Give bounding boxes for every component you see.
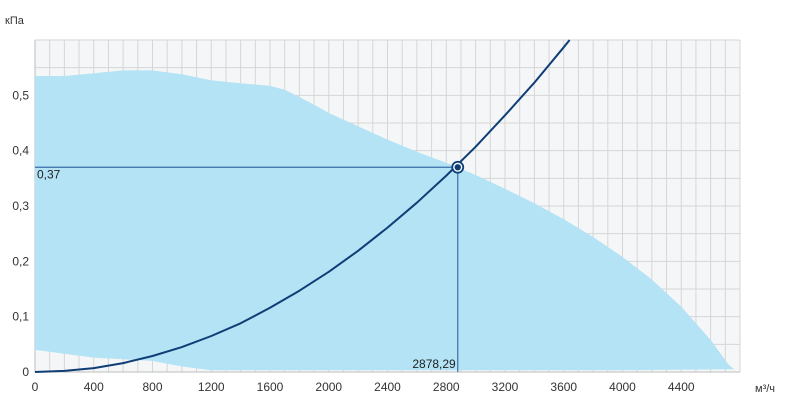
operating-point-guides bbox=[35, 166, 459, 372]
x-tick-label: 1200 bbox=[198, 380, 225, 394]
x-tick-label: 2400 bbox=[374, 380, 401, 394]
x-tick-label: 400 bbox=[84, 380, 104, 394]
operating-point-y-label: 0,37 bbox=[37, 167, 61, 181]
x-axis-ticks: 0 400 800 1200 1600 2000 2400 2800 3200 3600 4000 4… bbox=[32, 380, 695, 394]
x-tick-label: 4000 bbox=[609, 380, 636, 394]
system-curve bbox=[34, 39, 571, 373]
y-tick-label: 0,2 bbox=[12, 254, 29, 268]
y-axis-ticks: 0 0,1 0,2 0,3 0,4 0,5 bbox=[12, 88, 29, 379]
operating-point-marker bbox=[454, 164, 461, 171]
x-axis-unit-label: м³/ч bbox=[755, 383, 775, 395]
operating-point-group bbox=[451, 160, 465, 174]
x-tick-label: 2800 bbox=[433, 380, 460, 394]
x-tick-label: 3600 bbox=[550, 380, 577, 394]
y-tick-label: 0,5 bbox=[12, 88, 29, 102]
operating-region bbox=[35, 70, 735, 371]
y-tick-label: 0,3 bbox=[12, 199, 29, 213]
y-tick-label: 0 bbox=[22, 365, 29, 379]
y-axis-unit-label: кПа bbox=[5, 15, 25, 27]
x-tick-label: 800 bbox=[142, 380, 162, 394]
y-tick-label: 0,4 bbox=[12, 144, 29, 158]
x-tick-label: 0 bbox=[32, 380, 39, 394]
y-tick-label: 0,1 bbox=[12, 310, 29, 324]
x-tick-label: 2000 bbox=[315, 380, 342, 394]
operating-point-x-label: 2878,29 bbox=[412, 357, 456, 371]
x-tick-label: 4400 bbox=[668, 380, 695, 394]
x-tick-label: 3200 bbox=[492, 380, 519, 394]
x-tick-label: 1600 bbox=[257, 380, 284, 394]
